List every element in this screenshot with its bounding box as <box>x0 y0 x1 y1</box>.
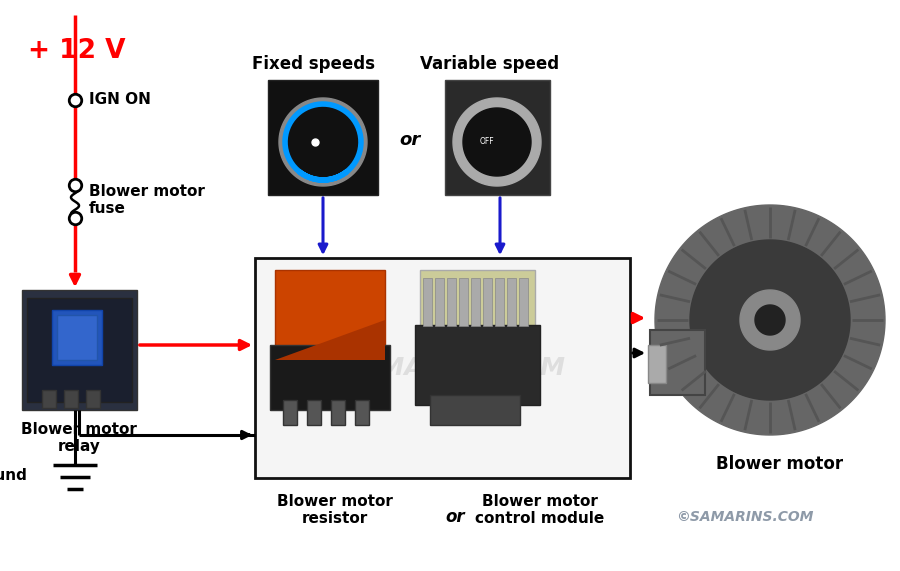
Bar <box>355 400 369 425</box>
Polygon shape <box>287 106 359 178</box>
Bar <box>64 390 78 408</box>
Text: Blower motor: Blower motor <box>716 455 843 473</box>
Bar <box>268 80 378 195</box>
Bar <box>471 278 480 326</box>
Text: Fixed speeds: Fixed speeds <box>251 55 374 73</box>
Polygon shape <box>740 290 800 350</box>
Text: ©SAMARINS.COM: ©SAMARINS.COM <box>318 356 566 380</box>
Text: or: or <box>400 131 420 149</box>
Polygon shape <box>755 305 785 335</box>
Text: or: or <box>446 508 464 526</box>
Bar <box>307 400 321 425</box>
Polygon shape <box>275 320 385 360</box>
Bar <box>459 278 468 326</box>
Bar <box>420 270 535 330</box>
Polygon shape <box>655 205 885 435</box>
Text: IGN ON: IGN ON <box>89 93 151 107</box>
Bar <box>270 345 390 410</box>
Bar <box>483 278 492 326</box>
Bar <box>447 278 456 326</box>
Text: Blower motor
fuse: Blower motor fuse <box>89 184 205 216</box>
Bar <box>445 80 550 195</box>
Text: + 12 V: + 12 V <box>28 38 125 64</box>
Text: Variable speed: Variable speed <box>420 55 560 73</box>
Bar <box>435 278 444 326</box>
Bar <box>648 345 666 383</box>
Text: Ground: Ground <box>0 468 27 482</box>
Bar <box>415 325 540 405</box>
Bar <box>650 330 705 395</box>
Bar <box>519 278 528 326</box>
Polygon shape <box>463 108 531 176</box>
Text: Blower motor
relay: Blower motor relay <box>21 422 137 455</box>
Bar <box>86 390 100 408</box>
Bar <box>283 400 297 425</box>
Bar <box>275 270 385 360</box>
Polygon shape <box>279 98 367 186</box>
Bar <box>42 390 56 408</box>
Text: OFF: OFF <box>480 138 494 147</box>
Text: ©SAMARINS.COM: ©SAMARINS.COM <box>676 510 814 524</box>
Text: Blower motor
resistor: Blower motor resistor <box>277 494 393 526</box>
Bar <box>27 298 132 402</box>
Bar <box>255 258 630 478</box>
Polygon shape <box>690 240 850 400</box>
Bar <box>423 278 432 326</box>
Bar <box>430 395 520 425</box>
Bar <box>331 400 345 425</box>
Bar <box>52 310 102 365</box>
Bar <box>22 290 137 410</box>
Text: Blower motor
control module: Blower motor control module <box>475 494 605 526</box>
Bar <box>507 278 516 326</box>
Bar <box>57 315 97 360</box>
Polygon shape <box>453 98 541 186</box>
Bar <box>495 278 504 326</box>
